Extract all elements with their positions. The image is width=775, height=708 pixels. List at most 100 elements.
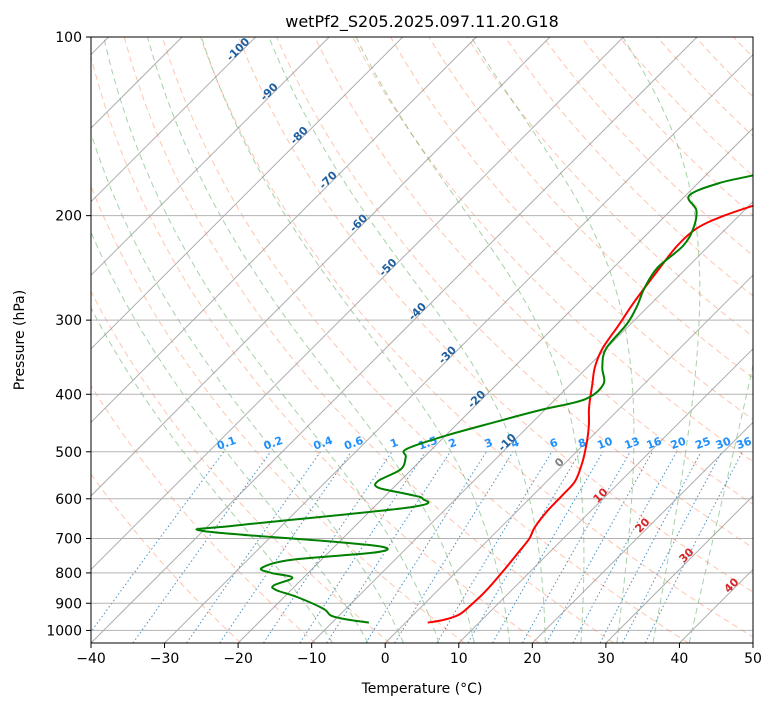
x-tick-label: 30 — [597, 651, 615, 667]
y-axis: 100 200 300 400 500 600 700 800 900 1000 — [46, 30, 91, 639]
mixing-ratio-line — [91, 451, 225, 633]
mixing-ratio-line — [219, 451, 352, 643]
mixing-ratio-line — [644, 451, 743, 643]
mixing-ratio-line — [546, 451, 653, 643]
isotherm — [605, 495, 753, 643]
mixing-ratio-line — [599, 451, 702, 643]
dry-adiabat — [91, 473, 242, 643]
y-tick-label: 300 — [55, 313, 82, 329]
y-tick-label: 100 — [55, 30, 82, 46]
moist-adiabat — [200, 37, 511, 643]
y-tick-label: 200 — [55, 209, 82, 225]
isotherm — [752, 642, 753, 643]
mixing-ratio-line — [622, 451, 723, 643]
dry-adiabat — [580, 37, 753, 217]
dry-adiabat — [733, 37, 753, 58]
isotherm-label: -50 — [376, 256, 399, 279]
x-tick-label: 10 — [450, 651, 468, 667]
moist-adiabat-label: 40 — [722, 575, 742, 595]
profiles — [195, 174, 753, 624]
isotherm — [458, 348, 753, 643]
plot-area: 0.1 0.2 0.4 0.6 1 1.5 2 3 4 6 8 10 13 16 20 25 30 36-100-… — [91, 35, 754, 643]
y-tick-label: 700 — [55, 532, 82, 548]
isotherm-label: -80 — [288, 124, 311, 147]
mixing-ratio-label: 3 — [483, 436, 495, 451]
moist-adiabat — [470, 37, 635, 643]
y-axis-label: Pressure (hPa) — [12, 290, 28, 390]
plot-frame — [90, 36, 754, 644]
dry-adiabat — [694, 37, 753, 98]
mixing-ratio-label: 10 — [595, 434, 614, 452]
dry-adiabat — [390, 37, 753, 420]
y-tick-label: 1000 — [46, 623, 82, 639]
isotherm — [531, 421, 753, 643]
mixing-ratio-line — [132, 451, 272, 643]
x-tick-label: −30 — [150, 651, 180, 667]
mixing-ratio-label: 36 — [735, 434, 754, 452]
background-lines — [91, 37, 753, 643]
moist-adiabat — [622, 37, 701, 643]
isotherm — [311, 200, 753, 643]
moist-adiabat — [268, 37, 546, 643]
moist-adiabat-label: 30 — [677, 545, 697, 565]
dry-adiabat — [276, 37, 753, 549]
dry-adiabat — [91, 185, 465, 643]
isotherm-label: -70 — [317, 168, 340, 191]
mixing-ratio-line — [365, 451, 487, 643]
dry-adiabat — [91, 54, 540, 643]
x-tick-label: 0 — [381, 651, 390, 667]
y-tick-label: 400 — [55, 387, 82, 403]
mixing-ratio-label: 0.6 — [342, 434, 365, 453]
isotherm-label: -20 — [465, 388, 488, 411]
mixing-ratio-line — [263, 451, 393, 643]
dry-adiabat — [91, 290, 391, 643]
moist-adiabat — [688, 362, 753, 643]
mixing-ratio-label: 1 — [388, 436, 400, 451]
mixing-ratio-line — [572, 451, 678, 643]
isotherm-label: -100 — [224, 35, 253, 64]
mixing-ratio-label: 4 — [509, 436, 521, 451]
mixing-ratio-line — [299, 451, 426, 643]
isotherm — [91, 37, 330, 276]
dry-adiabat — [428, 37, 753, 379]
dry-adiabat — [656, 37, 753, 137]
x-tick-label: 20 — [523, 651, 541, 667]
isotherm-label: -90 — [258, 80, 281, 103]
x-tick-label: 40 — [671, 651, 689, 667]
dry-adiabat — [123, 37, 614, 643]
mixing-ratio-label: 25 — [693, 435, 712, 452]
mixing-ratio-line — [186, 451, 321, 643]
isotherm — [91, 37, 698, 643]
moist-adiabat — [91, 306, 334, 643]
mixing-ratio-line — [436, 451, 553, 643]
isotherm — [164, 53, 753, 643]
y-tick-label: 500 — [55, 445, 82, 461]
x-tick-label: −10 — [297, 651, 327, 667]
dry-adiabat — [238, 37, 753, 593]
mixing-ratio-label: 0.4 — [312, 434, 335, 453]
moist-adiabat — [91, 231, 369, 643]
mixing-ratio-label: 2 — [447, 436, 459, 451]
x-tick-label: 50 — [744, 651, 762, 667]
dry-adiabat — [161, 37, 689, 643]
isotherm — [91, 37, 624, 571]
mixing-ratio-label: 30 — [714, 434, 733, 452]
x-tick-label: −40 — [76, 651, 106, 667]
moist-adiabat — [147, 37, 475, 643]
mixing-ratio-line — [522, 451, 631, 643]
mixing-ratio-label: 8 — [576, 436, 588, 451]
mixing-ratio-label: 6 — [548, 436, 560, 451]
dry-adiabat — [466, 37, 753, 338]
dry-adiabat — [352, 37, 753, 463]
mixing-ratio-label: 0.2 — [262, 434, 285, 453]
dry-adiabat — [199, 37, 753, 638]
isotherm — [91, 37, 404, 350]
isotherm-label: -30 — [436, 343, 459, 366]
mixing-ratio-label: 20 — [669, 434, 688, 452]
temperature-profile — [427, 204, 753, 624]
moist-adiabat — [103, 37, 440, 643]
mixing-ratio-label: 16 — [645, 434, 664, 452]
isotherm — [237, 127, 753, 643]
mixing-ratio-label: 0.1 — [215, 434, 238, 453]
